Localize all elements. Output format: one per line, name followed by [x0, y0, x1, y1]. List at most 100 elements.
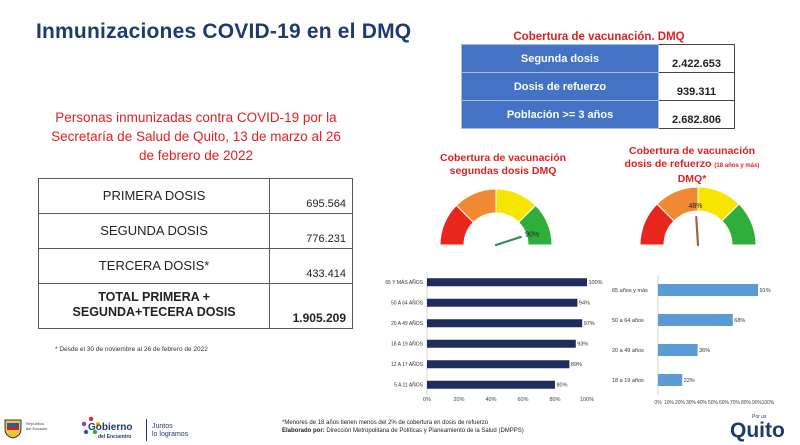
gauge-segment [517, 204, 553, 246]
category-label: 12 A 17 AÑOS [391, 361, 424, 368]
footnote-left: * Desde el 30 de noviembre al 26 de febr… [55, 346, 208, 353]
table-row: SEGUNDA DOSIS 776.231 [37, 213, 353, 249]
dosis-value: 776.231 [269, 213, 353, 249]
x-tick-label: 30% [686, 400, 697, 406]
x-tick-label: 0% [654, 400, 662, 406]
bar [427, 298, 578, 307]
x-tick-label: 0% [423, 397, 431, 403]
bar [658, 284, 759, 296]
juntos-text: Juntos lo logramos [152, 423, 188, 439]
footnote-elaborado-text: Dirección Metropolitana de Políticas y P… [326, 428, 524, 434]
gauge2-chart: 48% [639, 186, 757, 247]
gauge1-chart: 90% [439, 188, 553, 247]
x-tick-label: 80% [549, 397, 560, 403]
value-label: 80% [557, 383, 568, 389]
category-label: 50 A 64 AÑOS [391, 299, 424, 306]
cobertura-value: 2.422.653 [658, 44, 735, 73]
value-label: 91% [760, 288, 771, 294]
table-row: TERCERA DOSIS* 433.414 [37, 248, 353, 284]
value-label: 68% [734, 318, 745, 324]
x-tick-label: 20% [675, 400, 686, 406]
footnote-right-line1: *Menores de 18 años tienen menos del 2% … [282, 420, 489, 426]
category-label: 50 a 64 años [612, 318, 644, 324]
total-value: 1.905.209 [269, 283, 353, 329]
value-label: 89% [571, 362, 582, 368]
ecuador-shield-icon [4, 419, 22, 439]
dosis-label: SEGUNDA DOSIS [100, 223, 208, 238]
gauge2-title: Cobertura de vacunación dosis de refuerz… [606, 145, 778, 186]
logo-divider [146, 419, 147, 441]
bar [427, 360, 570, 369]
x-tick-label: 50% [708, 400, 719, 406]
quito-small-text: Por us [752, 414, 767, 420]
logo-area: República del Ecuador Gobierno del Encue… [2, 415, 202, 445]
gauge1-title: Cobertura de vacunación segundas dosis D… [418, 152, 588, 178]
bar [427, 339, 576, 348]
gobierno-text: Gobierno [88, 422, 133, 433]
category-label: 65 años y más [612, 288, 648, 294]
x-tick-label: 90% [752, 400, 763, 406]
category-label: 18 A 19 AÑOS [391, 340, 424, 347]
gobierno-sub-text: del Encuentro [98, 434, 132, 440]
x-tick-label: 100% [762, 400, 775, 406]
x-tick-label: 80% [741, 400, 752, 406]
cobertura-title: Cobertura de vacunación. DMQ [513, 31, 685, 43]
gauge1-title-line2: segundas dosis DMQ [449, 165, 557, 177]
gauge1-title-line1: Cobertura de vacunación [439, 152, 567, 164]
x-tick-label: 40% [485, 397, 496, 403]
bar [658, 314, 733, 326]
republica-text: República del Ecuador [26, 421, 47, 431]
total-label-line1: TOTAL PRIMERA + [98, 290, 210, 304]
gauge-needle [494, 235, 522, 247]
value-label: 100% [589, 280, 603, 286]
table-row: Segunda dosis 2.422.653 [461, 44, 735, 73]
dosis-label: PRIMERA DOSIS [102, 188, 206, 203]
gauge-segment [721, 203, 757, 246]
x-tick-label: 10% [664, 400, 675, 406]
bar [658, 344, 698, 356]
gauge2-title-line3: DMQ* [677, 173, 707, 185]
gauge2-title-line2: dosis de refuerzo [624, 158, 715, 170]
value-label: 94% [579, 301, 590, 307]
cobertura-table: Segunda dosis 2.422.653 Dosis de refuerz… [461, 44, 735, 129]
gauge-needle [695, 215, 700, 247]
x-tick-label: 60% [517, 397, 528, 403]
value-label: 93% [577, 342, 588, 348]
gauge2-title-line1: Cobertura de vacunación [628, 145, 756, 157]
table-row: Población >= 3 años 2.682.806 [461, 100, 735, 129]
gauge-value-label: 48% [688, 203, 702, 210]
x-tick-label: 20% [453, 397, 464, 403]
table-row: PRIMERA DOSIS 695.564 [37, 178, 353, 214]
cobertura-value: 939.311 [658, 72, 735, 101]
republica-line2: del Ecuador [26, 426, 48, 431]
dosis-value: 433.414 [269, 248, 353, 284]
footnote-elaborado-label: Elaborado por: [282, 428, 327, 434]
dosis-table: PRIMERA DOSIS 695.564 SEGUNDA DOSIS 776.… [37, 178, 353, 329]
gobierno-star-icon [81, 416, 101, 435]
value-label: 22% [684, 378, 695, 384]
bar [427, 278, 587, 287]
category-label: 20 a 49 años [612, 348, 644, 354]
table-row-total: TOTAL PRIMERA + SEGUNDA+TECERA DOSIS 1.90… [37, 283, 353, 329]
cobertura-label: Población >= 3 años [461, 100, 659, 129]
quito-logo: Por us Quito [730, 414, 785, 441]
bar-chart-refuerzo: 65 años y más 91% 50 a 64 años 68% 20 a 49 a… [612, 275, 775, 406]
x-tick-label: 70% [730, 400, 741, 406]
value-label: 97% [584, 321, 595, 327]
gauge2-title-small: (18 años y más) [714, 163, 760, 169]
republica-line1: República [26, 421, 44, 426]
quito-text: Quito [730, 419, 785, 442]
bar-chart-segundas: 65 Y MÁS AÑOS 100% 50 A 64 AÑOS 94% 20 A 49 … [385, 272, 603, 403]
cobertura-value: 2.682.806 [658, 100, 735, 129]
value-label: 36% [699, 348, 710, 354]
juntos-line2: lo logramos [152, 431, 189, 438]
bar [658, 374, 683, 386]
page-title: Inmunizaciones COVID-19 en el DMQ [36, 20, 412, 43]
juntos-line1: Juntos [152, 423, 173, 430]
category-label: 65 Y MÁS AÑOS [385, 279, 423, 286]
dosis-label: TERCERA DOSIS* [98, 258, 210, 273]
x-tick-label: 60% [719, 400, 730, 406]
x-tick-label: 40% [697, 400, 708, 406]
total-label-line2: SEGUNDA+TECERA DOSIS [72, 305, 236, 319]
dosis-subtitle: Personas inmunizadas contra COVID-19 por… [51, 110, 341, 163]
